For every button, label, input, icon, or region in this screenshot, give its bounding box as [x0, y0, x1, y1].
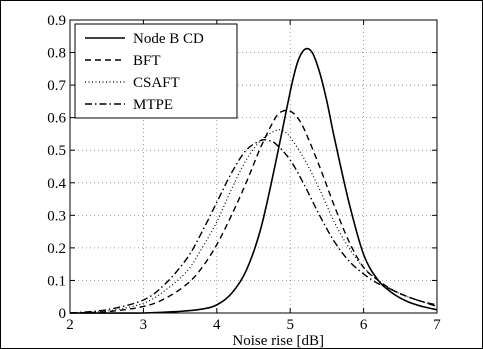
- plot-area: [69, 19, 438, 314]
- series-line-1: [69, 47, 438, 314]
- legend: Node B CD BFT CSAFT MTPE: [74, 23, 238, 119]
- y-tick-label: 0.6: [47, 111, 66, 127]
- y-tick-label: 0.5: [47, 143, 66, 159]
- legend-label-4: MTPE: [133, 97, 173, 113]
- y-tick-label: 0.9: [47, 13, 66, 29]
- legend-label-3: CSAFT: [133, 75, 180, 91]
- x-tick-label: 7: [433, 317, 441, 333]
- y-tick-label: 0.8: [47, 46, 66, 62]
- series-line-2: [69, 109, 438, 314]
- x-tick-label: 6: [360, 317, 368, 333]
- legend-label-2: BFT: [133, 53, 161, 69]
- y-tick-label: 0.2: [47, 241, 66, 257]
- y-tick-label: 0.3: [47, 208, 66, 224]
- x-tick-label: 2: [66, 317, 74, 333]
- y-tick-label: 0.1: [47, 273, 66, 289]
- x-tick-label: 3: [140, 317, 148, 333]
- legend-box: [74, 23, 238, 119]
- series-line-4: [69, 138, 438, 314]
- y-tick-label: 0: [59, 306, 67, 322]
- y-tick-label: 0.4: [47, 176, 66, 192]
- x-tick-label: 5: [286, 317, 294, 333]
- legend-label-1: Node B CD: [133, 31, 204, 47]
- series-line-3: [69, 129, 438, 314]
- x-axis-label: Noise rise [dB]: [232, 333, 324, 349]
- x-tick-label: 4: [213, 317, 221, 333]
- y-tick-label: 0.7: [47, 78, 66, 94]
- series-lines: [69, 47, 438, 314]
